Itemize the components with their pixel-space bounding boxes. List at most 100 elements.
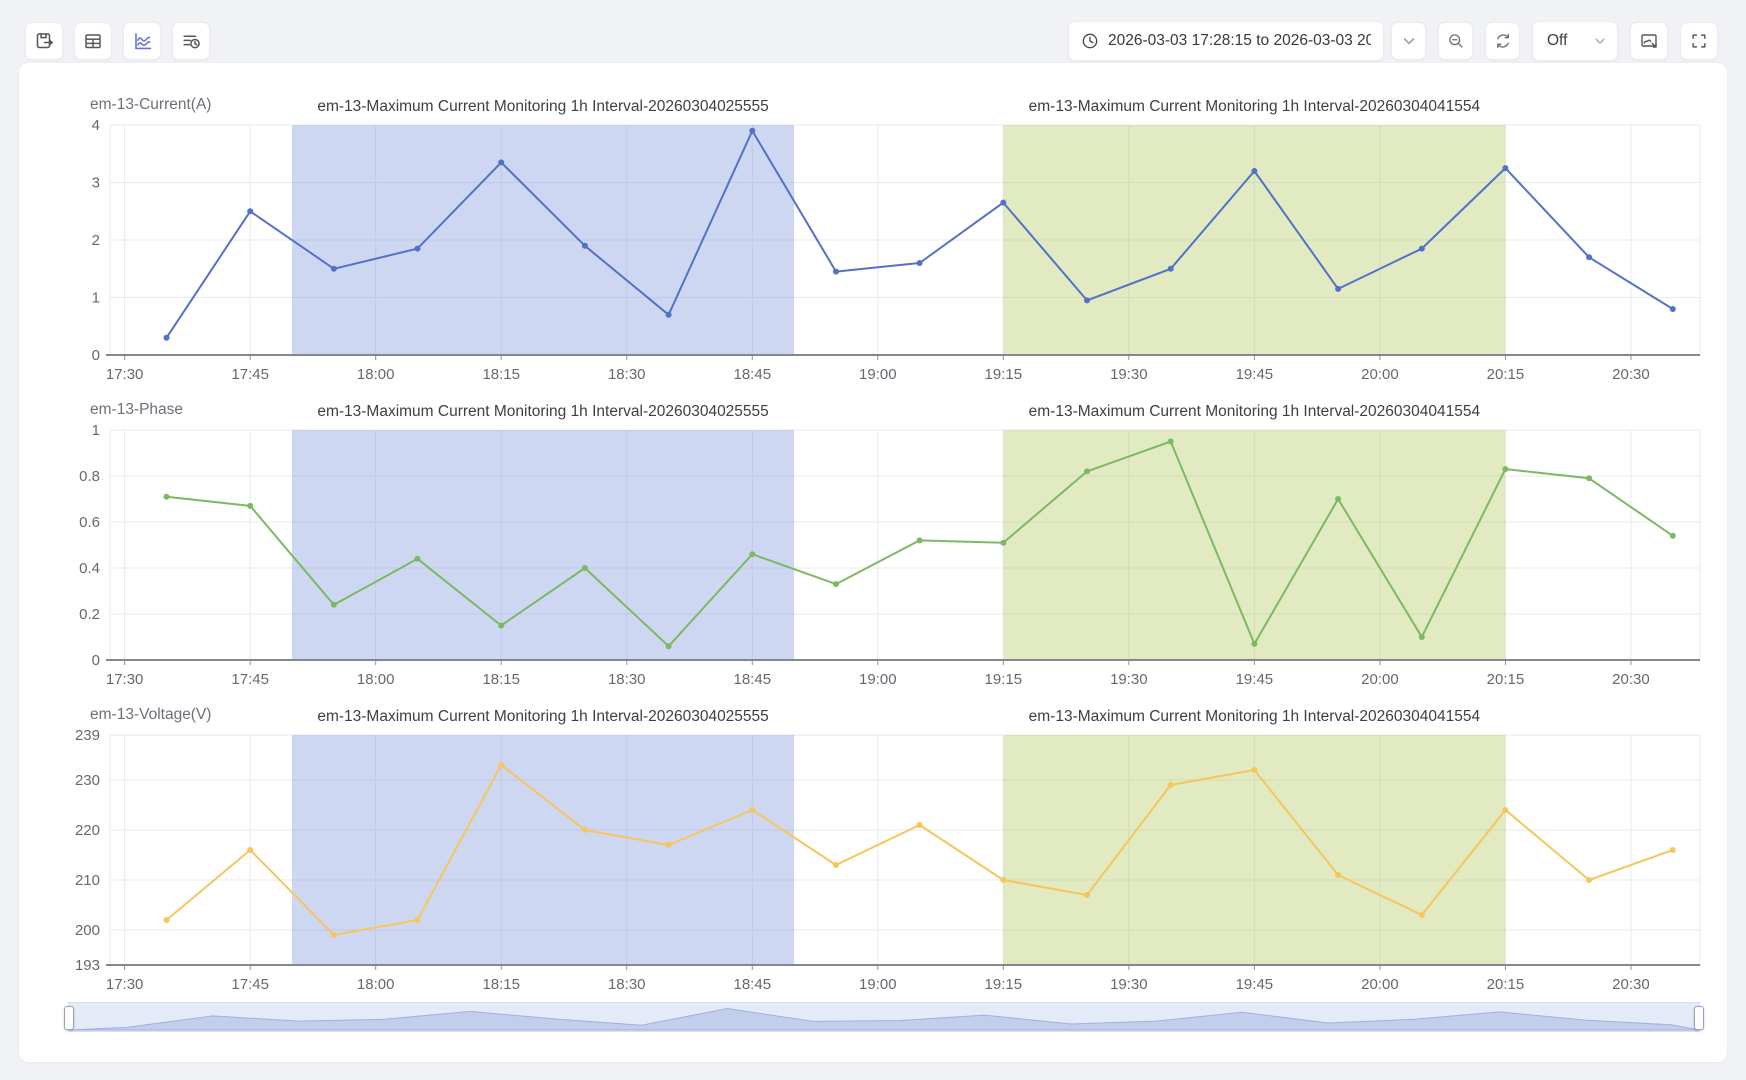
current-chart[interactable]: em-13-Maximum Current Monitoring 1h Inte… — [32, 87, 1708, 392]
data-point — [1418, 634, 1425, 640]
highlight-region-1 — [292, 430, 795, 660]
region-title-1: em-13-Maximum Current Monitoring 1h Inte… — [317, 98, 768, 115]
data-point — [1167, 438, 1174, 445]
data-point — [1000, 199, 1007, 206]
refresh-button[interactable] — [1485, 22, 1520, 60]
y-tick-label: 1 — [92, 422, 100, 439]
data-point — [916, 822, 923, 828]
y-tick-label: 0.2 — [79, 606, 100, 623]
x-tick-label: 17:30 — [106, 366, 144, 383]
x-tick-label: 18:00 — [357, 976, 395, 993]
data-point — [833, 268, 839, 275]
chart-view-button[interactable] — [123, 22, 161, 60]
zoom-out-icon — [1447, 32, 1465, 50]
y-tick-label: 3 — [92, 175, 100, 192]
datazoom-handle-left[interactable] — [64, 1006, 74, 1030]
clock-icon — [1081, 32, 1099, 50]
x-tick-label: 20:30 — [1612, 671, 1650, 688]
zoom-out-button[interactable] — [1438, 22, 1473, 60]
region-title-2: em-13-Maximum Current Monitoring 1h Inte… — [1029, 708, 1481, 725]
data-point — [498, 159, 505, 166]
y-tick-label: 0 — [92, 347, 100, 364]
data-point — [665, 643, 672, 650]
history-log-button[interactable] — [172, 22, 210, 60]
x-tick-label: 18:15 — [482, 366, 520, 383]
data-point — [581, 827, 588, 833]
data-point — [749, 807, 756, 813]
fullscreen-button[interactable] — [1680, 22, 1718, 60]
region-title-1: em-13-Maximum Current Monitoring 1h Inte… — [317, 708, 768, 725]
auto-refresh-select[interactable]: Off — [1532, 21, 1618, 61]
data-point — [1335, 872, 1342, 878]
x-tick-label: 20:00 — [1361, 366, 1399, 383]
data-point — [1586, 475, 1593, 482]
table-icon — [83, 31, 103, 51]
table-view-button[interactable] — [74, 22, 112, 60]
x-tick-label: 19:45 — [1236, 366, 1274, 383]
y-tick-label: 200 — [75, 922, 100, 939]
y-tick-label: 2 — [92, 232, 100, 249]
data-point — [1251, 640, 1258, 647]
fullscreen-icon — [1690, 32, 1708, 50]
highlight-region-2 — [1003, 430, 1506, 660]
y-tick-label: 230 — [75, 772, 100, 789]
data-point — [1502, 807, 1509, 813]
x-tick-label: 18:15 — [482, 976, 520, 993]
voltage-chart[interactable]: em-13-Maximum Current Monitoring 1h Inte… — [32, 697, 1708, 1002]
data-point — [1418, 912, 1425, 918]
data-point — [1669, 306, 1676, 312]
data-point — [1167, 782, 1174, 788]
dashboard-card: em-13-Maximum Current Monitoring 1h Inte… — [19, 63, 1727, 1062]
data-point — [1084, 297, 1090, 304]
x-tick-label: 17:45 — [231, 366, 269, 383]
x-tick-label: 20:30 — [1612, 976, 1650, 993]
x-tick-label: 19:30 — [1110, 976, 1148, 993]
phase-chart[interactable]: em-13-Maximum Current Monitoring 1h Inte… — [32, 392, 1708, 697]
data-point — [1502, 466, 1509, 473]
gridlines — [109, 429, 1701, 661]
data-point — [247, 208, 254, 215]
export-save-button[interactable] — [25, 22, 63, 60]
y-tick-label: 239 — [75, 727, 100, 744]
data-point — [163, 493, 170, 500]
x-tick-label: 18:45 — [734, 976, 772, 993]
export-image-button[interactable] — [1630, 22, 1668, 60]
region-title-2: em-13-Maximum Current Monitoring 1h Inte… — [1029, 98, 1481, 115]
y-tick-label: 0 — [92, 652, 100, 669]
x-tick-label: 20:15 — [1487, 671, 1525, 688]
data-point — [1669, 532, 1676, 539]
datazoom-slider[interactable] — [64, 1002, 1704, 1032]
data-point — [1586, 254, 1593, 261]
time-range-value: 2026-03-03 17:28:15 to 2026-03-03 20 — [1108, 32, 1371, 49]
data-point — [247, 502, 254, 509]
y-tick-label: 0.8 — [79, 468, 100, 485]
x-tick-label: 19:45 — [1236, 976, 1274, 993]
time-range-picker[interactable]: 2026-03-03 17:28:15 to 2026-03-03 20 — [1068, 21, 1384, 61]
y-tick-label: 0.6 — [79, 514, 100, 531]
datazoom-overview-wave — [69, 1003, 1699, 1031]
data-point — [749, 127, 756, 134]
x-tick-label: 19:45 — [1236, 671, 1274, 688]
data-point — [1586, 877, 1593, 883]
data-point — [833, 862, 839, 868]
data-point — [1167, 265, 1174, 272]
x-tick-label: 18:30 — [608, 366, 646, 383]
data-point — [1335, 496, 1342, 502]
refresh-icon — [1494, 32, 1512, 50]
data-point — [665, 842, 672, 848]
data-point — [330, 601, 337, 608]
x-tick-label: 19:15 — [985, 976, 1023, 993]
axis-name: em-13-Voltage(V) — [90, 706, 211, 723]
data-point — [1000, 877, 1007, 883]
x-tick-label: 18:30 — [608, 671, 646, 688]
x-tick-label: 19:15 — [985, 366, 1023, 383]
highlight-region-2 — [1003, 735, 1506, 965]
y-tick-label: 4 — [92, 117, 100, 134]
datazoom-handle-right[interactable] — [1694, 1006, 1704, 1030]
x-tick-label: 18:00 — [357, 671, 395, 688]
x-tick-label: 19:00 — [859, 671, 897, 688]
auto-refresh-value: Off — [1547, 32, 1568, 49]
data-point — [1502, 165, 1509, 172]
x-tick-label: 17:30 — [106, 671, 144, 688]
time-range-expand-button[interactable] — [1391, 22, 1426, 60]
